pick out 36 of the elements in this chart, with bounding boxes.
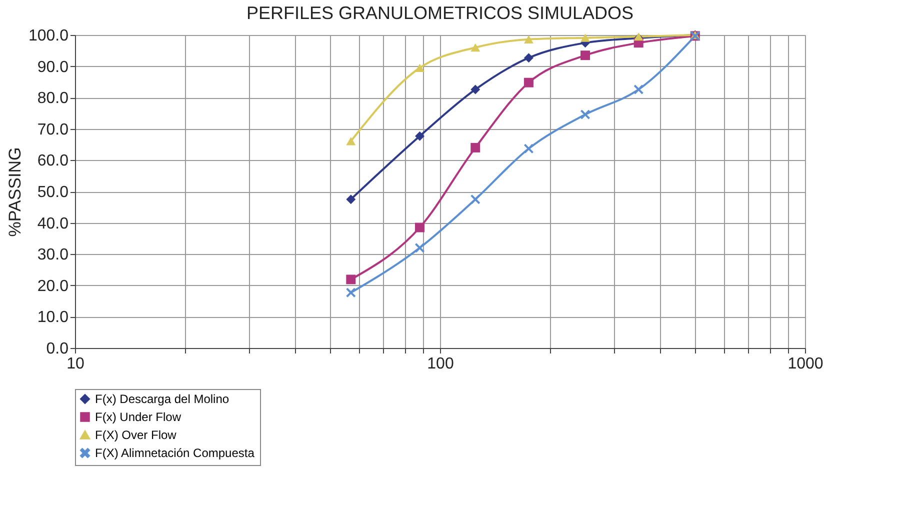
point — [524, 53, 534, 63]
legend-label: F(X) Over Flow — [95, 428, 177, 442]
point — [580, 50, 590, 60]
point — [414, 131, 424, 141]
point — [524, 144, 534, 154]
point — [414, 64, 424, 72]
x-tick-label: 1000 — [788, 356, 824, 372]
point — [524, 35, 534, 44]
legend-label: F(x) Descarga del Molino — [95, 392, 230, 406]
point — [470, 84, 480, 94]
y-tick-label: 70.0 — [37, 121, 69, 138]
point — [470, 142, 480, 152]
y-tick-label: 0.0 — [46, 340, 69, 358]
y-tick-label: 50.0 — [37, 184, 69, 201]
x-tick-label: 10 — [66, 356, 84, 372]
legend-label: F(x) Under Flow — [95, 410, 182, 424]
y-tick-label: 90.0 — [37, 58, 69, 76]
point — [470, 194, 480, 204]
x-tick-label: 100 — [427, 356, 454, 372]
legend-label: F(X) Alimnetación Compuesta — [95, 446, 255, 460]
y-tick-label: 30.0 — [37, 246, 69, 264]
point — [634, 84, 644, 94]
chart-title: PERFILES GRANULOMETRICOS SIMULADOS — [246, 3, 634, 23]
point — [580, 34, 590, 42]
point — [524, 78, 534, 88]
point — [414, 243, 424, 253]
y-tick-label: 60.0 — [37, 152, 69, 170]
y-tick-label: 40.0 — [37, 215, 69, 232]
point — [414, 222, 424, 232]
y-axis-title: %PASSING — [5, 147, 24, 237]
point — [580, 110, 590, 120]
point — [470, 43, 480, 52]
y-tick-label: 80.0 — [37, 90, 69, 108]
y-tick-label: 20.0 — [37, 278, 69, 295]
y-tick-label: 100.0 — [28, 28, 69, 44]
y-tick-label: 10.0 — [37, 309, 69, 326]
